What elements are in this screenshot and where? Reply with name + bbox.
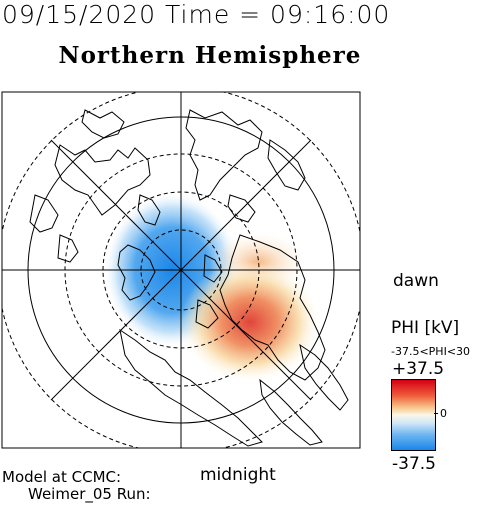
colorbar-zero-label: 0	[440, 407, 447, 420]
model-label: Model at CCMC:	[2, 468, 122, 486]
dawn-label: dawn	[393, 271, 439, 291]
hemisphere-title: Northern Hemisphere	[58, 42, 362, 69]
colorbar-zero-tick	[434, 413, 438, 414]
datetime-title: 09/15/2020 Time = 09:16:00	[2, 0, 391, 29]
colorbar	[391, 379, 436, 451]
run-label: Weimer_05 Run:	[28, 485, 151, 503]
positive-potential-cell	[180, 262, 320, 382]
meridian-diag-2	[50, 139, 312, 401]
midnight-label: midnight	[200, 465, 276, 485]
colorbar-max-label: +37.5	[392, 359, 445, 379]
colorbar-min-label: -37.5	[392, 454, 436, 474]
colorbar-range-text: -37.5<PHI<30	[391, 345, 471, 358]
coastlines	[29, 109, 349, 447]
colorbar-title: PHI [kV]	[391, 318, 460, 338]
